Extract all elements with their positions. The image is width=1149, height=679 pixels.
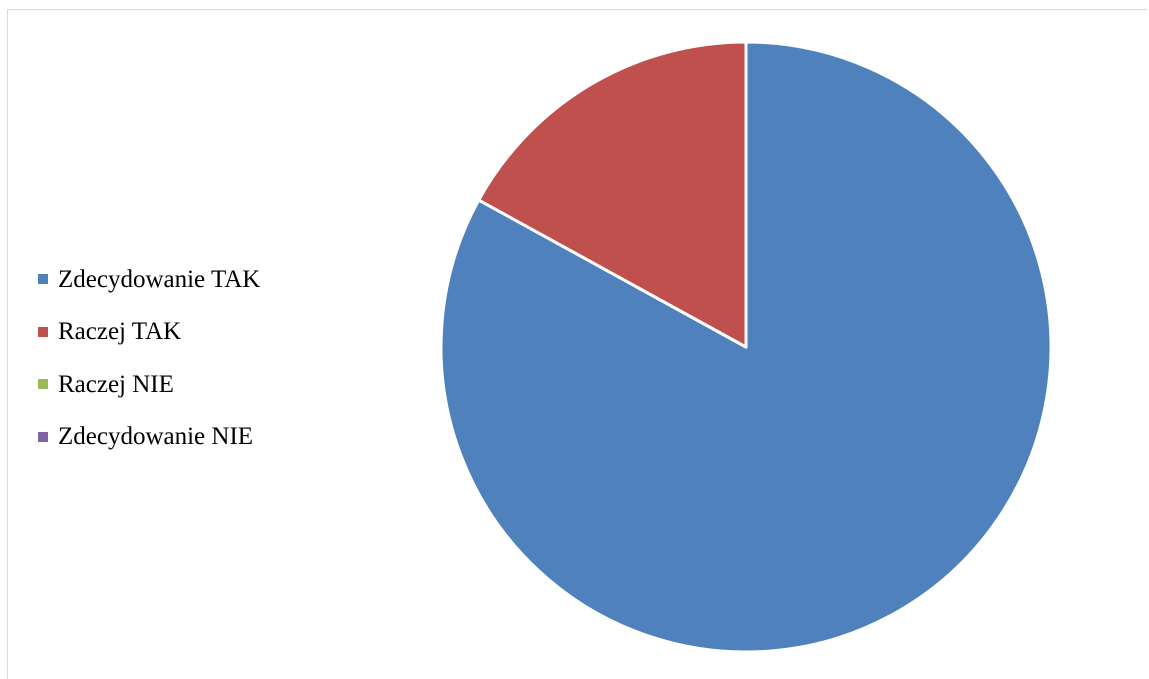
legend-item-raczej-tak: Raczej TAK	[38, 306, 260, 359]
pie-slices	[439, 40, 1053, 654]
legend-item-zdecydowanie-tak: Zdecydowanie TAK	[38, 253, 260, 306]
chart-frame	[7, 9, 1147, 679]
legend-item-raczej-nie: Raczej NIE	[38, 358, 260, 411]
legend-label-raczej-nie: Raczej NIE	[58, 370, 174, 398]
legend-label-raczej-tak: Raczej TAK	[58, 318, 182, 346]
legend-label-zdecydowanie-nie: Zdecydowanie NIE	[58, 423, 254, 451]
legend-item-zdecydowanie-nie: Zdecydowanie NIE	[38, 411, 260, 464]
legend-swatch-zdecydowanie-tak	[38, 274, 48, 285]
legend-swatch-zdecydowanie-nie	[38, 431, 48, 442]
chart-legend: Zdecydowanie TAK Raczej TAK Raczej NIE Z…	[38, 253, 260, 463]
legend-swatch-raczej-nie	[38, 379, 48, 390]
pie-slice-raczej-tak	[477, 40, 748, 349]
legend-label-zdecydowanie-tak: Zdecydowanie TAK	[58, 265, 261, 293]
legend-swatch-raczej-tak	[38, 326, 48, 337]
